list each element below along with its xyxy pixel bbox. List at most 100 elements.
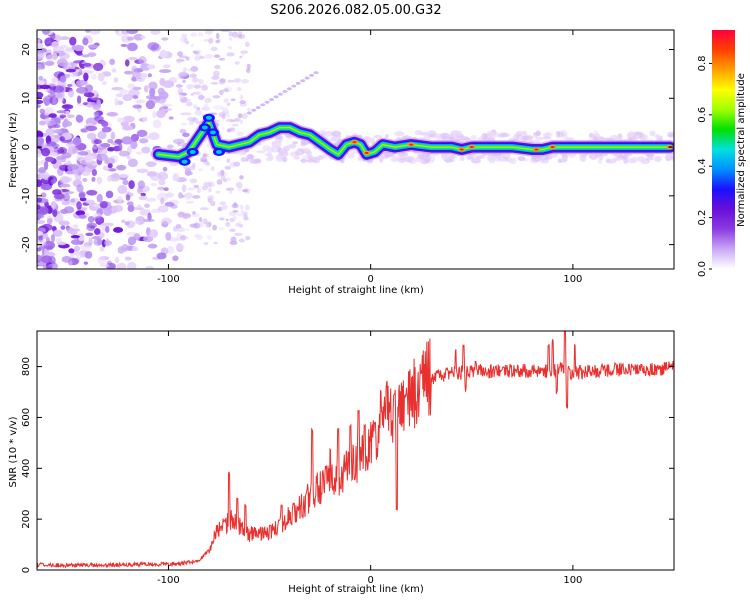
spectrogram-ridge-band <box>157 122 671 158</box>
spectrogram-noise-cell <box>73 245 81 252</box>
spectrogram-y-ticks: -20 -10 0 10 20 <box>21 43 674 253</box>
spectrogram-noise-cell <box>145 95 157 100</box>
spectrogram-noise-cell <box>116 262 127 269</box>
spectrogram-noise-cell <box>231 203 239 209</box>
spectrogram-noise-cell <box>208 37 214 44</box>
spectrogram-noise-cell <box>190 93 195 96</box>
spectrogram-noise-cell <box>51 76 59 84</box>
spectrogram-ridge-layer <box>151 113 674 166</box>
spectrogram-noise-cell <box>126 30 139 35</box>
spectrogram-noise-cell <box>235 181 243 189</box>
spectrogram-halo-cell <box>265 156 273 162</box>
spectrogram-noise-cell <box>137 180 146 189</box>
spectrogram-noise-cell <box>193 84 202 89</box>
spectrogram-noise-cell <box>117 143 123 152</box>
spectrogram-noise-cell <box>237 87 242 92</box>
spectrogram-noise-cell <box>234 117 241 122</box>
spectrogram-noise-cell <box>130 133 140 142</box>
spectrogram-noise-cell <box>56 58 68 67</box>
spectrogram-noise-cell <box>181 184 187 193</box>
spectrogram-halo-cell <box>288 143 296 149</box>
spectrogram-hotspot-core <box>459 148 464 151</box>
spectrogram-noise-cell <box>210 200 216 207</box>
spectrogram-noise-cell <box>64 48 76 53</box>
spectrogram-noise-cell <box>247 107 251 112</box>
spectrogram-noise-cell <box>189 73 197 79</box>
spectrogram-noise-cell <box>140 35 146 39</box>
spectrogram-noise-cell <box>37 51 43 55</box>
spectrogram-noise-cell <box>214 64 221 70</box>
spectrogram-noise-cell <box>59 183 71 188</box>
spectrogram-noise-cell <box>192 162 196 168</box>
spectrogram-noise-cell <box>212 70 220 77</box>
spectrogram-noise-cell <box>133 206 144 211</box>
spectrogram-noise-cell <box>75 114 82 123</box>
spectrogram-noise-cell <box>241 78 250 84</box>
spectrogram-noise-cell <box>43 160 49 170</box>
colorbar-label: Normalized spectral amplitude <box>736 73 747 227</box>
spectrogram-hotspot-core <box>534 148 539 151</box>
spectrogram-noise-cell <box>85 30 91 33</box>
spectrogram-noise-cell <box>99 263 110 268</box>
spectrogram-noise-cell <box>179 128 187 134</box>
spectrogram-noise-cell <box>121 219 126 224</box>
spectrogram-noise-cell <box>59 176 71 185</box>
spectrogram-noise-cell <box>204 97 212 103</box>
spectrogram-noise-cell <box>178 92 185 96</box>
spectrogram-noise-cell <box>114 97 119 107</box>
colorbar-ramp <box>712 30 735 269</box>
spectrogram-noise-cell <box>179 112 192 116</box>
spectrogram-halo-cell <box>427 130 437 137</box>
spectrogram-noise-cell <box>243 211 248 218</box>
spectrogram-noise-cell <box>202 153 207 158</box>
spectrogram-noise-cell <box>106 262 117 269</box>
spectrogram-noise-cell <box>66 114 75 118</box>
spectrogram-early-blob-core <box>205 115 212 120</box>
spectrogram-noise-cell <box>104 159 110 165</box>
spectrogram-noise-cell <box>185 228 190 232</box>
spectrogram-noise-cell <box>75 164 86 174</box>
spectrogram-noise-cell <box>145 197 157 202</box>
spectrogram-halo-cell <box>331 130 342 137</box>
spectrogram-halo-cell <box>486 130 493 137</box>
spectrogram-noise-cell <box>82 37 89 46</box>
spectrogram-noise-cell <box>78 236 85 242</box>
spectrogram-frame <box>36 29 675 270</box>
spectrogram-noise-cell <box>93 111 100 117</box>
spectrogram-halo-cell <box>440 132 450 139</box>
spectrogram-noise-cell <box>190 43 194 48</box>
spectrogram-noise-cell <box>37 179 43 188</box>
spectrogram-hotspot-core <box>352 141 357 144</box>
spectrogram-noise-cell <box>229 37 233 41</box>
spectrogram-noise-cell <box>121 136 133 145</box>
spectrogram-noise-cell <box>204 222 210 228</box>
spectrogram-noise-cell <box>228 31 233 37</box>
spectrogram-halo-cell <box>476 155 485 159</box>
spectrogram-noise-cell <box>196 187 201 194</box>
spectrogram-noise-cell <box>59 136 66 142</box>
spectrogram-noise-cell <box>223 88 229 93</box>
spectrogram-noise-cell <box>161 217 173 225</box>
spectrogram-noise-cell <box>225 218 229 222</box>
spectrogram-noise-cell <box>116 164 127 171</box>
spectrogram-noise-cell <box>121 243 129 252</box>
spectrogram-noise-cell <box>75 253 83 260</box>
spectrogram-noise-cell <box>41 147 51 157</box>
spectrogram-noise-cell <box>218 112 227 117</box>
spectrogram-noise-cell <box>63 73 71 79</box>
spectrogram-noise-cell <box>52 97 57 105</box>
spectrogram-noise-cell <box>231 31 239 38</box>
spectrogram-noise-cell <box>126 201 134 207</box>
spectrogram-streak-cell <box>273 95 279 99</box>
spectrogram-noise-cell <box>88 30 101 35</box>
spectrogram-streak-cell <box>300 79 306 83</box>
spectrogram-noise-cell <box>134 220 140 225</box>
spectrogram-noise-cell <box>190 32 197 37</box>
spectrogram-noise-cell <box>93 238 103 246</box>
spectrogram-halo-cell <box>306 159 316 163</box>
spectrogram-noise-cell <box>61 256 72 263</box>
spectrogram-noise-cell <box>223 178 228 183</box>
spectrogram-noise-cell <box>61 104 74 110</box>
spectrogram-noise-cell <box>70 198 76 203</box>
spectrogram-noise-cell <box>41 255 53 264</box>
